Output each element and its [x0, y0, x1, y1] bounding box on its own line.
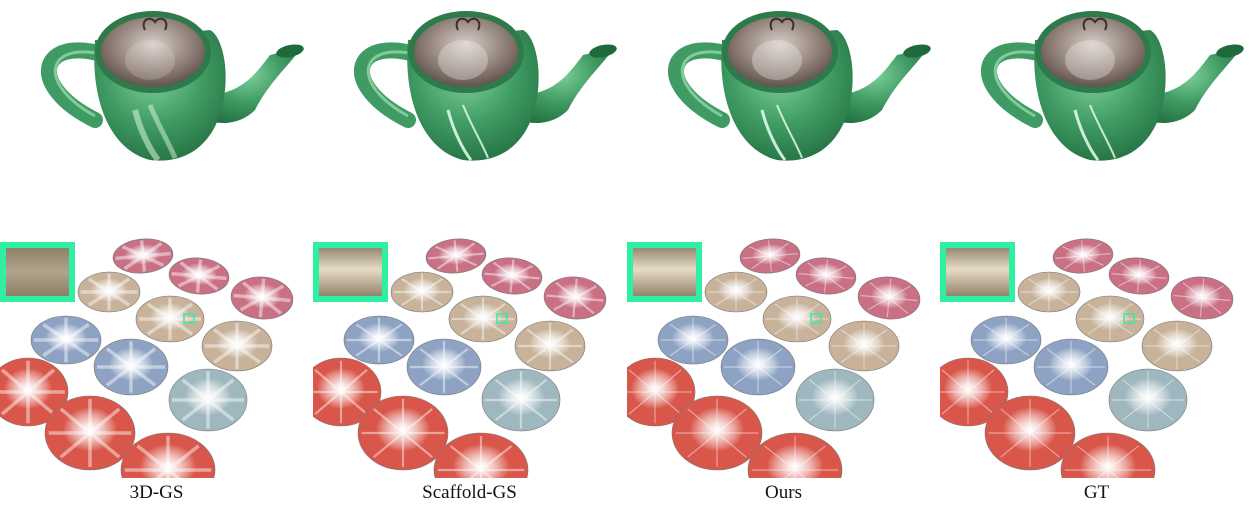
teapot-image [41, 11, 304, 162]
figure-column: GT [940, 0, 1253, 513]
discs-image [0, 238, 294, 478]
discs-image [940, 238, 1234, 478]
column-caption: Ours [765, 482, 802, 503]
discs-image [313, 238, 607, 478]
figure-column: Ours [627, 0, 940, 513]
teapot-image [668, 11, 931, 161]
column-caption: Scaffold-GS [422, 482, 517, 503]
discs-image [627, 238, 921, 478]
figure-column: Scaffold-GS [313, 0, 626, 513]
figure-column: 3D-GS [0, 0, 313, 513]
column-caption: GT [1083, 482, 1110, 503]
column-caption: 3D-GS [129, 482, 184, 503]
teapot-image [981, 11, 1244, 161]
teapot-image [354, 11, 617, 161]
